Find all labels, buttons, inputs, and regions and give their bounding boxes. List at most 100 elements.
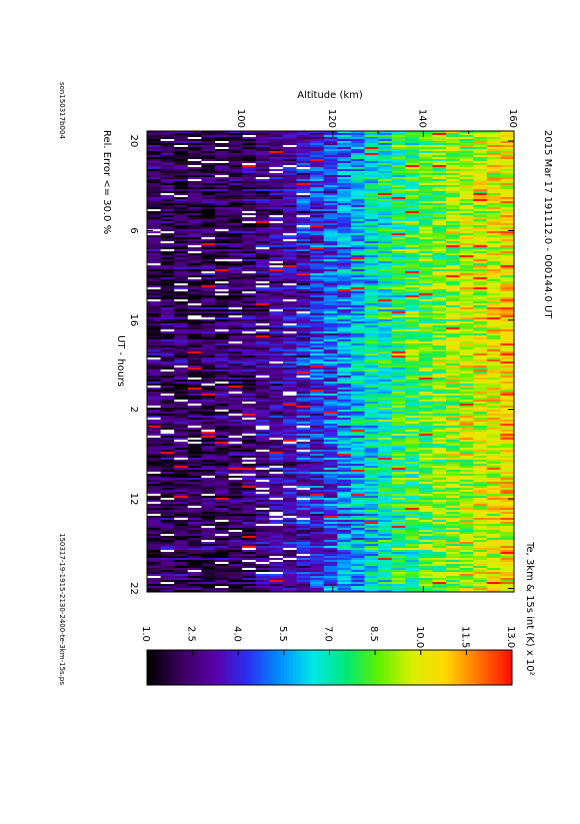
heat-cell [337, 195, 352, 198]
heat-cell [391, 299, 406, 302]
heat-cell [364, 233, 379, 236]
heat-cell [160, 393, 175, 396]
heat-cell [228, 221, 243, 224]
heat-cell [160, 311, 175, 314]
heat-cell [282, 179, 297, 182]
heat-cell [337, 325, 352, 328]
heat-cell [296, 155, 311, 158]
heat-cell [446, 279, 461, 282]
heat-cell [310, 221, 325, 224]
heat-cell [378, 159, 393, 162]
heat-cell [405, 249, 420, 252]
heat-cell [446, 443, 461, 447]
heat-cell [350, 399, 365, 402]
heat-cell [214, 411, 229, 414]
heat-cell [446, 421, 461, 424]
heat-cell [500, 165, 515, 168]
heat-cell [255, 463, 270, 467]
heat-cell [201, 465, 216, 469]
heat-cell [500, 457, 515, 461]
heat-cell [242, 219, 257, 222]
heat-cell [391, 209, 406, 212]
heat-cell [446, 321, 461, 324]
heat-cell [378, 357, 393, 360]
heat-cell [310, 469, 325, 473]
heat-cell [147, 137, 161, 140]
heat-cell [282, 273, 297, 276]
heat-cell [459, 255, 474, 258]
heat-cell [282, 181, 297, 184]
heat-cell [160, 319, 175, 322]
heat-cell [228, 301, 243, 304]
heat-cell [228, 445, 243, 449]
heat-cell [296, 395, 311, 398]
heat-cell [364, 343, 379, 346]
heat-cell [459, 389, 474, 392]
heat-cell [323, 185, 338, 188]
heat-cell [310, 223, 325, 226]
heat-cell [255, 259, 270, 262]
heat-cell [459, 171, 474, 174]
heat-cell [350, 161, 365, 164]
heat-cell [446, 465, 461, 469]
heat-cell [350, 177, 365, 180]
heat-cell [500, 293, 515, 296]
heat-cell [323, 383, 338, 386]
heat-cell [486, 481, 501, 485]
heat-cell [214, 151, 229, 154]
heat-cell [187, 425, 202, 428]
heat-cell [310, 187, 325, 190]
heat-cell [282, 253, 297, 256]
heat-cell [255, 491, 270, 495]
heat-cell [255, 277, 270, 280]
heat-cell [323, 321, 338, 324]
heat-cell [269, 499, 284, 503]
heat-cell [473, 195, 488, 198]
heat-cell [391, 179, 406, 182]
heat-cell [446, 303, 461, 306]
heat-cell [147, 389, 161, 392]
heat-cell [174, 357, 189, 360]
heat-cell [459, 373, 474, 376]
heat-cell [323, 245, 338, 248]
heat-cell [174, 331, 189, 334]
heat-cell [432, 399, 447, 402]
heat-cell [242, 413, 257, 416]
heat-cell [350, 303, 365, 306]
heat-cell [269, 183, 284, 186]
heat-cell [405, 167, 420, 170]
heat-cell [323, 201, 338, 204]
heat-cell [405, 355, 420, 358]
heat-cell [405, 327, 420, 330]
heat-cell [432, 369, 447, 372]
heat-cell [486, 303, 501, 306]
heat-cell [378, 343, 393, 346]
heat-cell [147, 149, 161, 152]
heat-cell [364, 347, 379, 350]
heat-cell [214, 499, 229, 503]
heat-cell [201, 211, 216, 214]
heat-cell [446, 317, 461, 320]
heat-cell [473, 377, 488, 380]
heat-cell [147, 449, 161, 453]
heat-cell [432, 203, 447, 206]
heat-cell [323, 231, 338, 234]
heat-cell [174, 233, 189, 236]
heat-cell [228, 281, 243, 284]
heat-cell [432, 133, 447, 136]
heat-cell [228, 213, 243, 216]
heat-cell [418, 437, 433, 441]
heat-cell [378, 197, 393, 200]
heat-cell [405, 141, 420, 144]
heat-cell [228, 309, 243, 312]
heat-cell [147, 473, 161, 477]
heat-cell [310, 389, 325, 392]
heat-cell [187, 449, 202, 453]
heat-cell [228, 367, 243, 370]
heat-cell [269, 393, 284, 396]
heat-cell [418, 329, 433, 332]
heat-cell [500, 267, 515, 270]
heat-cell [201, 453, 216, 457]
heat-cell [187, 243, 202, 246]
heat-cell [160, 209, 175, 212]
